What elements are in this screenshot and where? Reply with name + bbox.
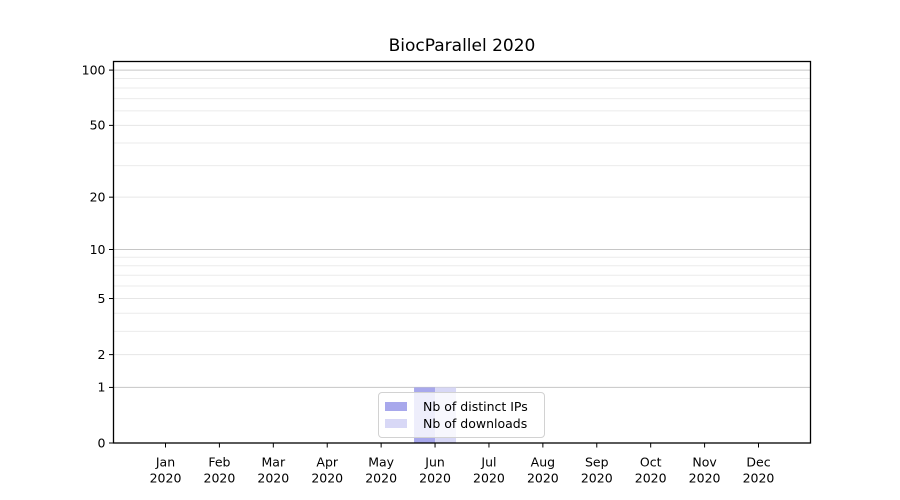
- legend-label-distinct-ips: Nb of distinct IPs: [423, 399, 528, 414]
- x-tick-label: Oct 2020: [635, 455, 667, 486]
- chart-title: BiocParallel 2020: [388, 36, 536, 56]
- y-tick-label: 1: [98, 380, 106, 395]
- x-tick-label: Jul 2020: [473, 455, 505, 486]
- x-tick-label: Jan 2020: [150, 455, 182, 486]
- legend-swatch-downloads: [385, 419, 407, 428]
- x-tick-label: Aug 2020: [527, 455, 559, 486]
- y-tick-label: 10: [90, 242, 106, 257]
- x-tick-label: Dec 2020: [743, 455, 775, 486]
- legend-item-downloads: Nb of downloads: [385, 415, 544, 432]
- y-tick-label: 20: [90, 189, 106, 204]
- x-tick-label: Nov 2020: [689, 455, 721, 486]
- x-tick-label: Feb 2020: [204, 455, 236, 486]
- y-tick-label: 0: [98, 435, 106, 450]
- legend: Nb of distinct IPs Nb of downloads: [378, 392, 545, 438]
- legend-item-distinct-ips: Nb of distinct IPs: [385, 398, 544, 415]
- x-tick-label: Sep 2020: [581, 455, 613, 486]
- y-tick-label: 50: [90, 118, 106, 133]
- x-tick-label: Mar 2020: [257, 455, 289, 486]
- axes-frame: [112, 60, 812, 444]
- x-tick-label: Jun 2020: [419, 455, 451, 486]
- y-tick-label: 2: [98, 347, 106, 362]
- y-tick-label: 100: [82, 62, 106, 77]
- x-tick-label: May 2020: [365, 455, 397, 486]
- legend-swatch-distinct-ips: [385, 402, 407, 411]
- x-tick-label: Apr 2020: [311, 455, 343, 486]
- y-tick-label: 5: [98, 291, 106, 306]
- legend-label-downloads: Nb of downloads: [423, 416, 528, 431]
